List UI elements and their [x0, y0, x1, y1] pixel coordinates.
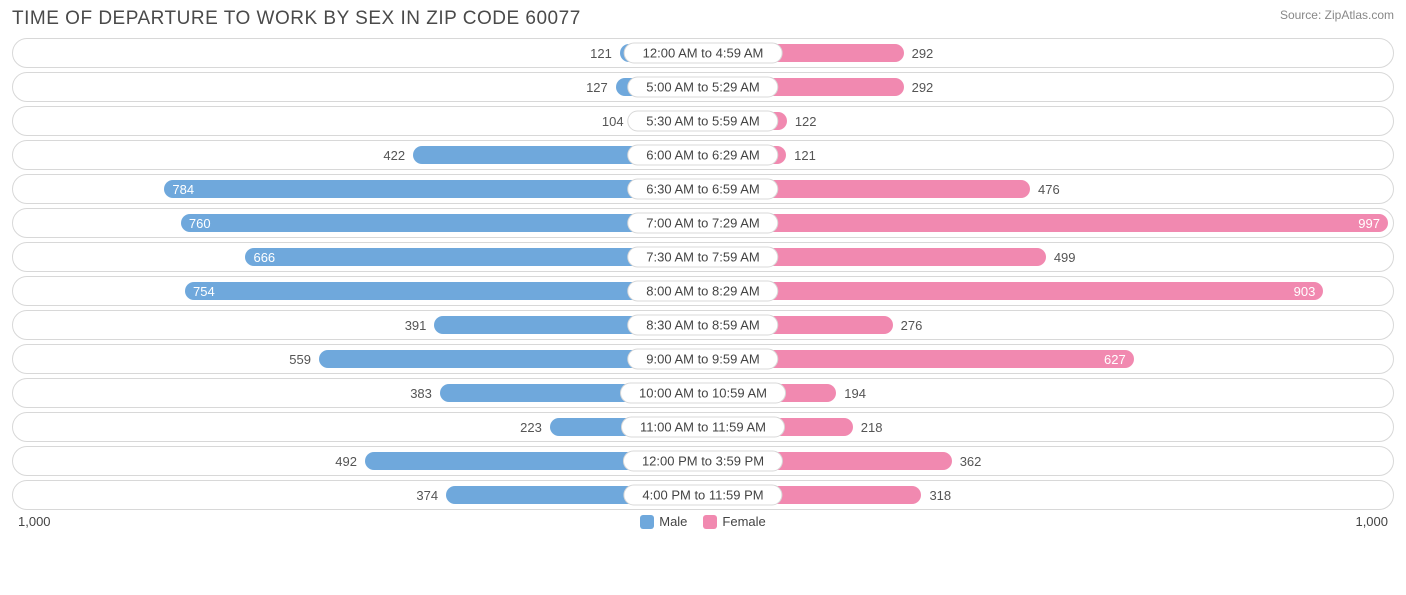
axis-max-left: 1,000 — [12, 514, 640, 529]
chart-row: 383 194 10:00 AM to 10:59 AM — [12, 378, 1394, 408]
chart-row: 374 318 4:00 PM to 11:59 PM — [12, 480, 1394, 510]
female-bar: 997 — [703, 214, 1388, 232]
female-value: 292 — [904, 46, 942, 61]
category-label: 5:00 AM to 5:29 AM — [627, 77, 778, 98]
male-value: 383 — [402, 386, 440, 401]
male-value: 374 — [408, 488, 446, 503]
chart-row: 760 997 7:00 AM to 7:29 AM — [12, 208, 1394, 238]
male-value: 784 — [172, 182, 194, 197]
category-label: 12:00 PM to 3:59 PM — [623, 451, 783, 472]
category-label: 12:00 AM to 4:59 AM — [624, 43, 783, 64]
axis-max-right: 1,000 — [766, 514, 1394, 529]
female-value: 292 — [904, 80, 942, 95]
female-swatch — [703, 515, 717, 529]
female-bar: 903 — [703, 282, 1323, 300]
legend-female-label: Female — [722, 514, 765, 529]
female-value: 499 — [1046, 250, 1084, 265]
legend: Male Female — [640, 514, 766, 529]
female-value: 362 — [952, 454, 990, 469]
category-label: 4:00 PM to 11:59 PM — [623, 485, 782, 506]
male-value: 760 — [189, 216, 211, 231]
chart-row: 422 121 6:00 AM to 6:29 AM — [12, 140, 1394, 170]
category-label: 7:30 AM to 7:59 AM — [627, 247, 778, 268]
category-label: 7:00 AM to 7:29 AM — [627, 213, 778, 234]
male-value: 754 — [193, 284, 215, 299]
chart-row: 754 903 8:00 AM to 8:29 AM — [12, 276, 1394, 306]
legend-male-label: Male — [659, 514, 687, 529]
category-label: 10:00 AM to 10:59 AM — [620, 383, 786, 404]
category-label: 5:30 AM to 5:59 AM — [627, 111, 778, 132]
category-label: 8:30 AM to 8:59 AM — [627, 315, 778, 336]
female-value: 903 — [1294, 284, 1316, 299]
female-value: 121 — [786, 148, 824, 163]
source-attribution: Source: ZipAtlas.com — [1280, 8, 1394, 22]
chart-row: 121 292 12:00 AM to 4:59 AM — [12, 38, 1394, 68]
female-value: 194 — [836, 386, 874, 401]
male-value: 492 — [327, 454, 365, 469]
male-value: 422 — [375, 148, 413, 163]
male-value: 391 — [397, 318, 435, 333]
chart-title: TIME OF DEPARTURE TO WORK BY SEX IN ZIP … — [12, 8, 581, 30]
female-value: 476 — [1030, 182, 1068, 197]
chart-row: 492 362 12:00 PM to 3:59 PM — [12, 446, 1394, 476]
female-value: 627 — [1104, 352, 1126, 367]
chart-row: 559 627 9:00 AM to 9:59 AM — [12, 344, 1394, 374]
chart-row: 223 218 11:00 AM to 11:59 AM — [12, 412, 1394, 442]
male-value: 666 — [253, 250, 275, 265]
female-value: 218 — [853, 420, 891, 435]
male-swatch — [640, 515, 654, 529]
chart-row: 391 276 8:30 AM to 8:59 AM — [12, 310, 1394, 340]
chart-row: 104 122 5:30 AM to 5:59 AM — [12, 106, 1394, 136]
male-value: 104 — [594, 114, 632, 129]
category-label: 6:30 AM to 6:59 AM — [627, 179, 778, 200]
male-value: 559 — [281, 352, 319, 367]
chart-row: 784 476 6:30 AM to 6:59 AM — [12, 174, 1394, 204]
male-value: 223 — [512, 420, 550, 435]
chart-row: 127 292 5:00 AM to 5:29 AM — [12, 72, 1394, 102]
category-label: 9:00 AM to 9:59 AM — [627, 349, 778, 370]
category-label: 11:00 AM to 11:59 AM — [621, 417, 785, 438]
female-value: 318 — [921, 488, 959, 503]
legend-item-male: Male — [640, 514, 687, 529]
bar-chart: 121 292 12:00 AM to 4:59 AM 127 292 5:00 AM t… — [12, 38, 1394, 510]
male-bar: 760 — [181, 214, 703, 232]
male-bar: 784 — [164, 180, 703, 198]
female-value: 122 — [787, 114, 825, 129]
chart-row: 666 499 7:30 AM to 7:59 AM — [12, 242, 1394, 272]
female-value: 276 — [893, 318, 931, 333]
male-value: 121 — [582, 46, 620, 61]
female-value: 997 — [1358, 216, 1380, 231]
category-label: 8:00 AM to 8:29 AM — [627, 281, 778, 302]
male-value: 127 — [578, 80, 616, 95]
category-label: 6:00 AM to 6:29 AM — [627, 145, 778, 166]
male-bar: 754 — [185, 282, 703, 300]
legend-item-female: Female — [703, 514, 765, 529]
